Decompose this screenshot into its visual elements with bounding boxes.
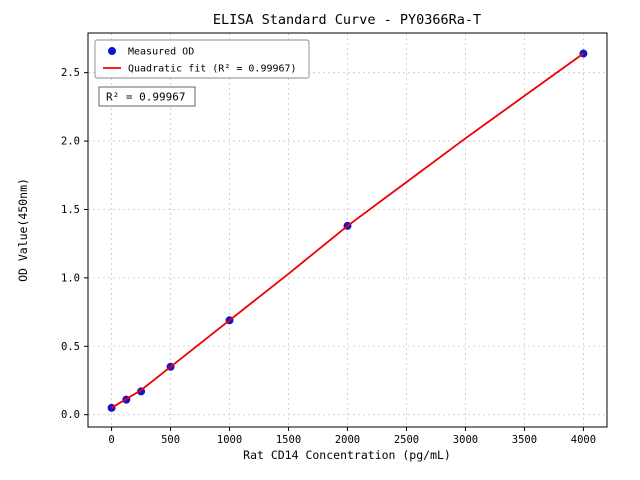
legend-label-quadratic-fit: Quadratic fit (R² = 0.99967)	[128, 64, 297, 75]
x-axis-label: Rat CD14 Concentration (pg/mL)	[243, 448, 451, 462]
axes-layer: 0 500 1000 1500 2000 2500 3000 3500 4000 0.0 0.5 1.…	[61, 32, 608, 446]
x-tick-label: 3000	[453, 434, 478, 446]
y-tick-label: 2.5	[61, 67, 80, 79]
x-tick-label: 2000	[335, 434, 360, 446]
y-tick-label: 2.0	[61, 136, 80, 148]
measured-od-point	[107, 403, 116, 412]
y-tick-label: 1.0	[61, 272, 80, 284]
x-tick-label: 1500	[276, 434, 301, 446]
legend-box	[94, 39, 310, 79]
y-axis-label: OD Value(450nm)	[16, 178, 30, 282]
y-tick-label: 1.5	[61, 204, 80, 216]
series-layer	[107, 49, 588, 412]
legend-label-measured-od: Measured OD	[128, 47, 194, 58]
r-squared-box	[98, 86, 196, 107]
r-squared-text: R² = 0.99967	[106, 91, 185, 104]
annotation: R² = 0.99967	[98, 86, 196, 107]
x-tick-label: 1000	[217, 434, 242, 446]
x-tick-label: 500	[161, 434, 180, 446]
x-tick-label: 0	[108, 434, 114, 446]
legend: Measured OD Quadratic fit (R² = 0.99967)	[94, 39, 310, 79]
y-tick-label: 0.5	[61, 341, 80, 353]
legend-marker-measured-od	[108, 47, 116, 55]
x-tick-label: 2500	[394, 434, 419, 446]
y-tick-label: 0.0	[61, 409, 80, 421]
chart-title: ELISA Standard Curve - PY0366Ra-T	[213, 12, 481, 28]
x-tick-label: 4000	[571, 434, 596, 446]
quadratic-fit-line	[111, 52, 584, 409]
x-tick-label: 3500	[512, 434, 537, 446]
